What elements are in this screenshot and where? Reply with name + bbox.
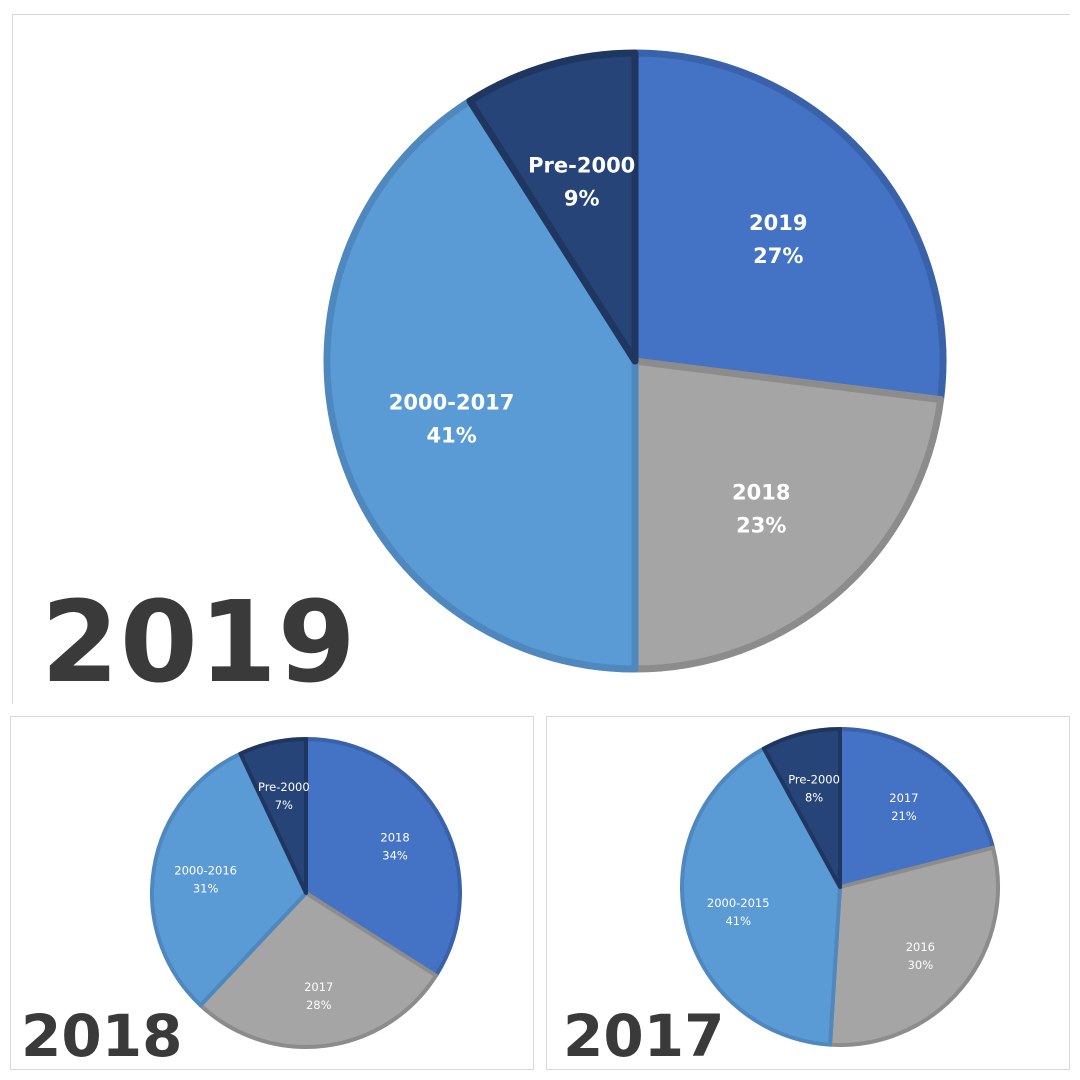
slice-label-2017: 2017 <box>304 980 333 994</box>
slice-value-2019: 27% <box>753 244 803 268</box>
slice-value-pre-2000: 8% <box>805 790 823 804</box>
pie-panel-2019: 2019 27% 2018 23% 2000-2017 41% Pre-2000 9% 201… <box>12 14 1070 704</box>
pie-slice-pre-2000 <box>466 49 639 365</box>
slice-value-2000-2016: 31% <box>193 881 219 895</box>
slice-label-2000-2015: 2000-2015 <box>707 896 770 910</box>
slice-value-2017: 21% <box>891 809 917 823</box>
pie-chart-2019: 2019 27% 2018 23% 2000-2017 41% Pre-2000 9% <box>323 49 947 673</box>
slice-value-2000-2015: 41% <box>725 914 751 928</box>
pie-slice-pre-2000 <box>238 737 308 895</box>
slice-value-2000-2017: 41% <box>426 423 476 447</box>
slice-value-2017: 28% <box>306 998 332 1012</box>
slice-label-pre-2000: Pre-2000 <box>788 772 840 786</box>
slice-label-2018: 2018 <box>732 480 790 504</box>
pie-slice-2000-2016 <box>150 751 308 1008</box>
pie-slice-2017 <box>838 727 996 889</box>
slice-label-pre-2000: Pre-2000 <box>528 154 635 178</box>
slice-value-pre-2000: 9% <box>564 187 600 211</box>
chart-title-2018: 2018 <box>21 1002 183 1070</box>
pie-panel-2017: 2017 21% 2016 30% 2000-2015 41% Pre-2000 8% 201… <box>546 716 1070 1070</box>
slice-label-2017: 2017 <box>889 791 918 805</box>
slice-label-2000-2016: 2000-2016 <box>174 863 237 877</box>
chart-title-2019: 2019 <box>41 578 357 708</box>
pie-slice-2016 <box>828 845 1000 1047</box>
pie-slice-pre-2000 <box>761 727 842 889</box>
slice-value-2018: 23% <box>736 513 786 537</box>
pie-chart-2017: 2017 21% 2016 30% 2000-2015 41% Pre-2000 8% <box>680 727 1000 1047</box>
pie-slice-2019 <box>631 49 947 404</box>
slice-label-2019: 2019 <box>749 211 807 235</box>
pie-chart-2018: 2018 34% 2017 28% 2000-2016 31% Pre-2000 7% <box>150 737 462 1049</box>
slice-value-2016: 30% <box>908 958 934 972</box>
slice-value-pre-2000: 7% <box>275 798 293 812</box>
slice-label-2000-2017: 2000-2017 <box>389 390 515 414</box>
pie-slice-2017 <box>198 891 439 1049</box>
slice-label-pre-2000: Pre-2000 <box>258 780 310 794</box>
slice-label-2018: 2018 <box>380 830 409 844</box>
pie-slice-2000-2015 <box>680 746 842 1047</box>
pie-slice-2018 <box>631 357 945 673</box>
slice-value-2018: 34% <box>382 848 408 862</box>
pie-panel-2018: 2018 34% 2017 28% 2000-2016 31% Pre-2000 7% 201… <box>10 716 534 1070</box>
chart-title-2017: 2017 <box>563 1002 725 1070</box>
slice-label-2016: 2016 <box>906 940 935 954</box>
